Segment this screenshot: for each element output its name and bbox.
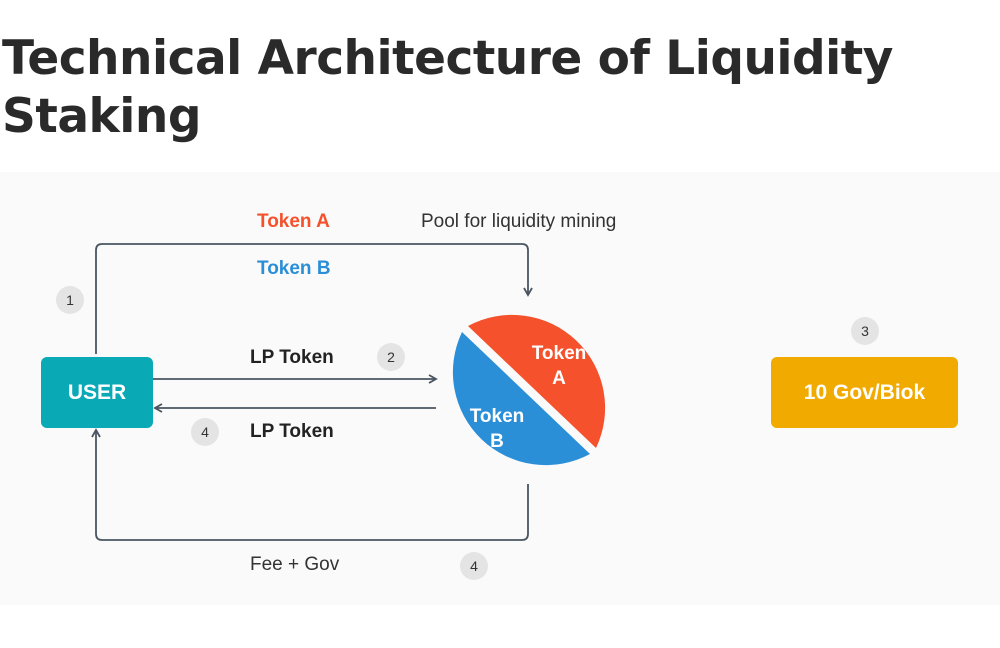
diagram-connectors <box>91 243 606 541</box>
pool-token-a-line2: A <box>552 368 566 389</box>
pool-token-a-label: Token A <box>526 341 592 391</box>
lp-token-out-label: LP Token <box>250 347 334 368</box>
pool-token-b-line2: B <box>490 431 504 452</box>
token-b-label: Token B <box>257 258 331 279</box>
step-2-badge: 2 <box>377 343 405 371</box>
pool-token-a-line1: Token <box>531 343 587 364</box>
pool-token-b-line1: Token <box>469 406 525 427</box>
fee-gov-path-line <box>91 428 529 541</box>
page-title: Technical Architecture of Liquidity Stak… <box>2 31 893 144</box>
step-4-badge: 4 <box>191 418 219 446</box>
user-node: USER <box>41 357 153 428</box>
pool-token-b-label: Token B <box>464 404 530 454</box>
step-1-badge: 1 <box>56 286 84 314</box>
step-4-badge: 4 <box>460 552 488 580</box>
deposit-path-line <box>95 243 533 354</box>
step-3-badge: 3 <box>851 317 879 345</box>
pool-token-b-segment <box>452 332 590 466</box>
pool-label: Pool for liquidity mining <box>421 211 617 232</box>
gov-node: 10 Gov/Biok <box>771 357 958 428</box>
lp-token-in-label: LP Token <box>250 421 334 442</box>
fee-gov-label: Fee + Gov <box>250 554 340 575</box>
pool-token-a-segment <box>468 314 606 448</box>
token-a-label: Token A <box>257 211 330 232</box>
diagram-canvas: Token A Pool for liquidity mining Token … <box>0 172 1000 605</box>
